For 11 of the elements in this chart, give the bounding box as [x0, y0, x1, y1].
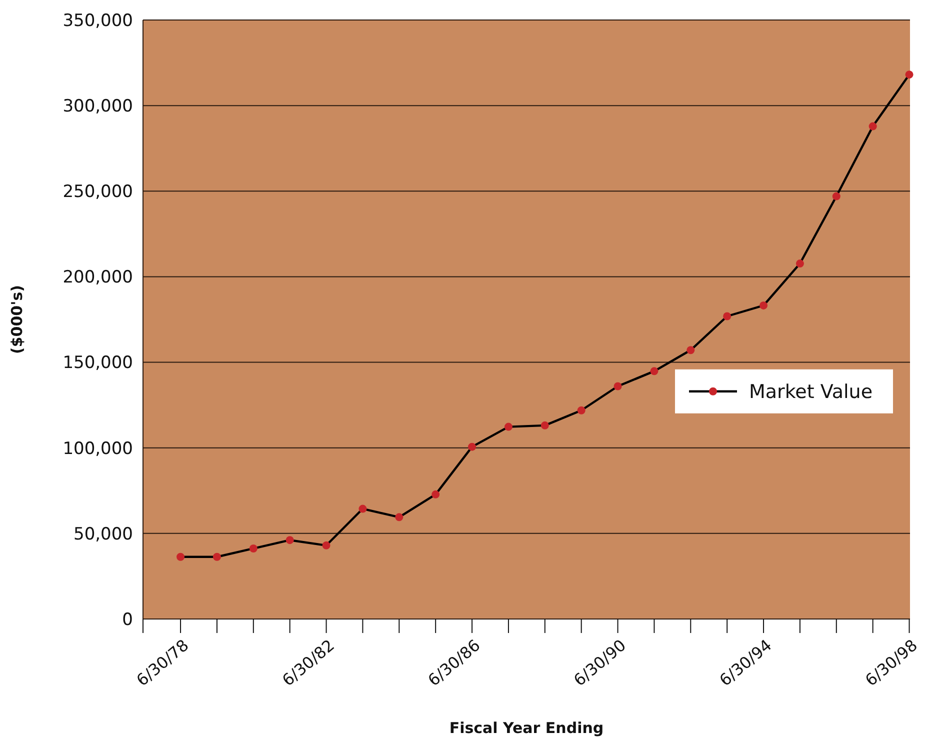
- y-tick-label: 350,000: [62, 10, 133, 31]
- y-tick-label: 50,000: [74, 524, 133, 544]
- y-tick-label: 0: [122, 610, 133, 630]
- y-axis-title: ($000's): [8, 285, 26, 354]
- y-tick-label: 250,000: [62, 182, 133, 202]
- y-tick-label: 150,000: [62, 353, 133, 374]
- legend-label: Market Value: [749, 381, 873, 404]
- y-tick-label: 200,000: [62, 268, 133, 288]
- y-tick-label: 100,000: [62, 438, 133, 459]
- x-axis-title: Fiscal Year Ending: [449, 719, 604, 737]
- y-tick-label: 300,000: [62, 96, 133, 117]
